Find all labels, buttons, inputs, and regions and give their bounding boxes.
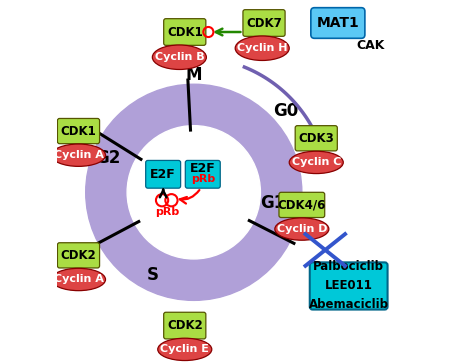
FancyBboxPatch shape bbox=[146, 160, 181, 188]
Text: CDK7: CDK7 bbox=[246, 16, 282, 29]
FancyBboxPatch shape bbox=[295, 126, 337, 151]
Text: MAT1: MAT1 bbox=[317, 16, 359, 30]
Text: CAK: CAK bbox=[356, 39, 384, 52]
FancyBboxPatch shape bbox=[310, 262, 388, 310]
Text: CDK3: CDK3 bbox=[298, 132, 334, 145]
Text: Cyclin A: Cyclin A bbox=[54, 150, 103, 160]
Text: Cyclin A: Cyclin A bbox=[54, 274, 103, 285]
FancyBboxPatch shape bbox=[164, 19, 206, 45]
Text: CDK1: CDK1 bbox=[61, 125, 96, 138]
Text: Cyclin C: Cyclin C bbox=[292, 158, 341, 167]
Text: S: S bbox=[146, 266, 158, 284]
Ellipse shape bbox=[275, 218, 329, 240]
Text: CDK2: CDK2 bbox=[61, 249, 96, 262]
Text: G1: G1 bbox=[260, 194, 286, 212]
Text: Cyclin D: Cyclin D bbox=[277, 224, 327, 234]
FancyBboxPatch shape bbox=[185, 160, 220, 188]
Text: E2F: E2F bbox=[190, 162, 216, 175]
FancyBboxPatch shape bbox=[311, 8, 365, 38]
Text: CDK2: CDK2 bbox=[167, 319, 203, 332]
Ellipse shape bbox=[158, 338, 212, 360]
Text: M: M bbox=[185, 66, 202, 84]
Ellipse shape bbox=[235, 36, 289, 61]
Text: pRb: pRb bbox=[155, 207, 179, 217]
Ellipse shape bbox=[52, 144, 106, 166]
Ellipse shape bbox=[52, 268, 106, 291]
Text: Palbociclib
LEE011
Abemaciclib: Palbociclib LEE011 Abemaciclib bbox=[309, 261, 389, 311]
Text: E2F: E2F bbox=[150, 168, 176, 181]
Ellipse shape bbox=[152, 45, 206, 69]
Circle shape bbox=[127, 126, 260, 259]
Text: G0: G0 bbox=[273, 102, 298, 120]
Text: G2: G2 bbox=[95, 149, 120, 167]
Text: CDK1: CDK1 bbox=[167, 25, 203, 38]
FancyArrowPatch shape bbox=[180, 190, 200, 204]
FancyBboxPatch shape bbox=[279, 192, 325, 217]
Text: Cyclin E: Cyclin E bbox=[160, 344, 209, 354]
Ellipse shape bbox=[289, 151, 343, 174]
FancyBboxPatch shape bbox=[57, 243, 100, 268]
Text: Cyclin B: Cyclin B bbox=[155, 52, 204, 62]
Text: CDK4/6: CDK4/6 bbox=[278, 199, 326, 211]
Circle shape bbox=[86, 84, 302, 300]
Text: Cyclin H: Cyclin H bbox=[237, 43, 287, 53]
FancyBboxPatch shape bbox=[164, 312, 206, 339]
FancyBboxPatch shape bbox=[57, 118, 100, 144]
FancyBboxPatch shape bbox=[243, 10, 285, 36]
Text: pRb: pRb bbox=[191, 174, 215, 184]
